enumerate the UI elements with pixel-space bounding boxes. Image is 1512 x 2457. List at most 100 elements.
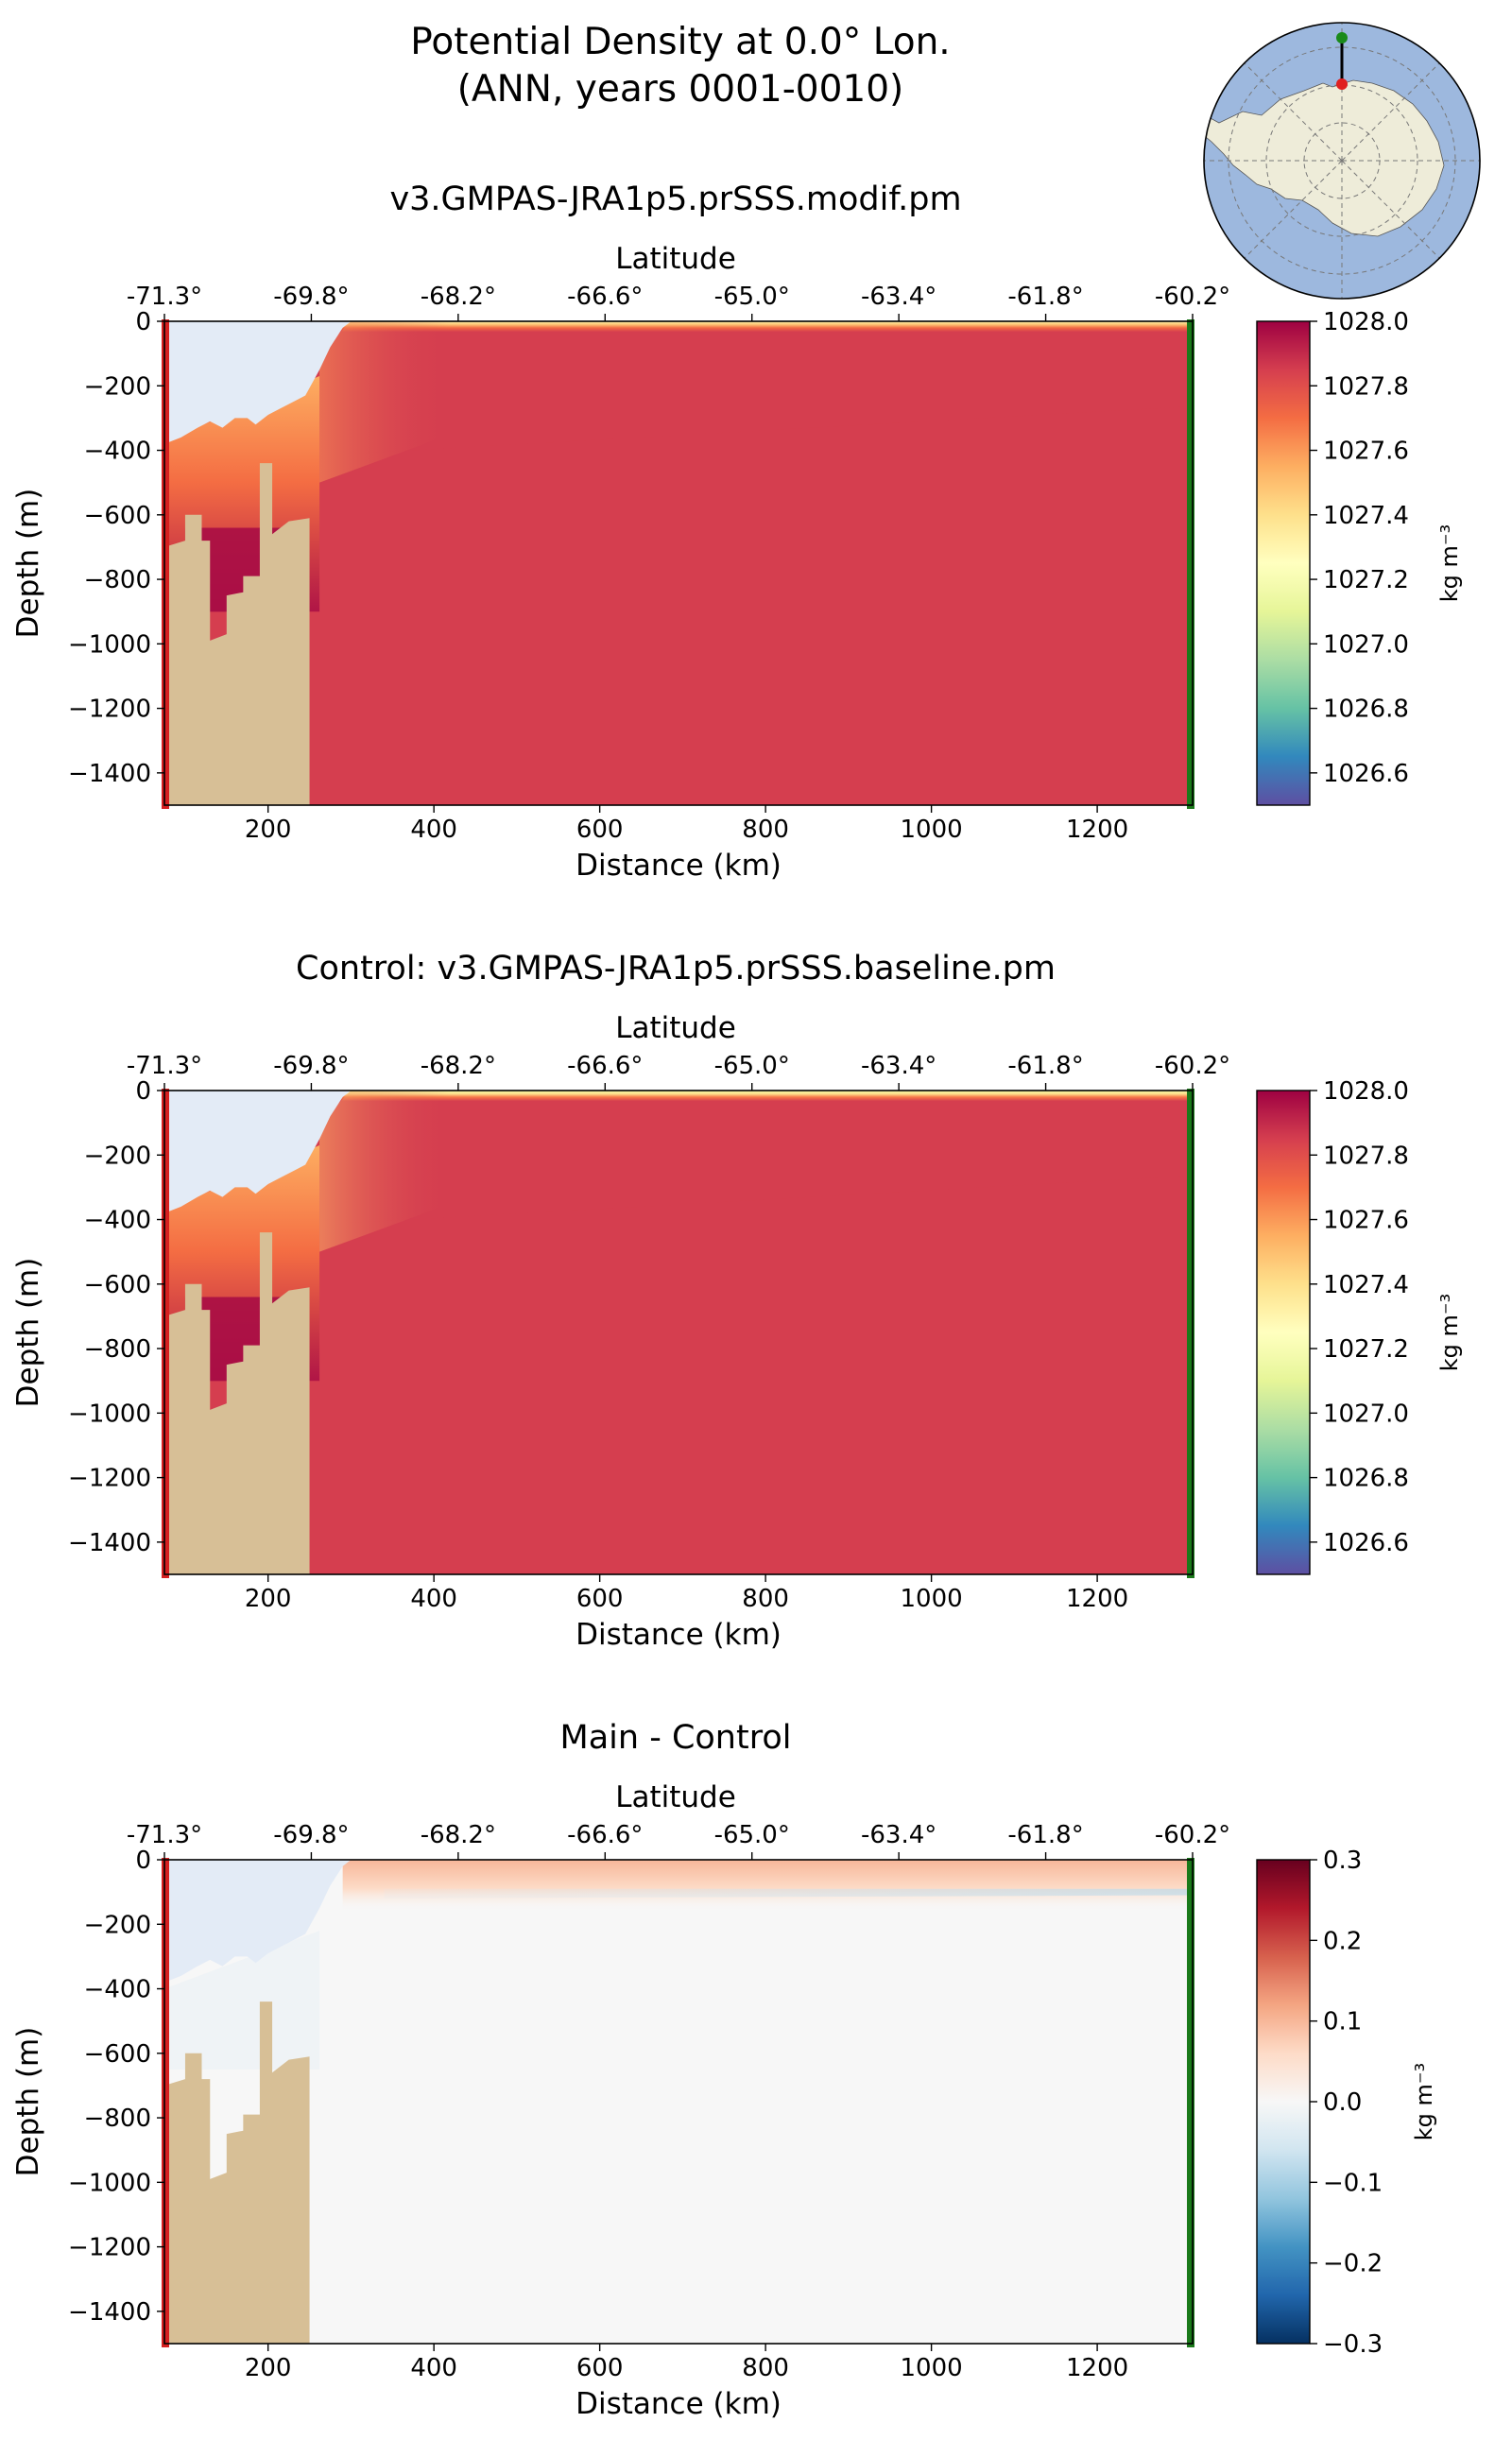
x-tick-label: 200 (245, 816, 292, 844)
colorbar-gradient (1256, 1090, 1311, 1575)
field-surface-difference (342, 1860, 1193, 1912)
latitude-tick-label: -61.8° (1007, 1052, 1083, 1080)
panels: v3.GMPAS-JRA1p5.prSSS.modif.pm 200 400 600 8… (11, 180, 1463, 2421)
colorbar-label: kg m⁻³ (1436, 524, 1463, 602)
y-tick-label: −1200 (68, 2234, 151, 2262)
colorbar-tick-label: 1026.6 (1323, 1529, 1409, 1557)
x-tick-label: 600 (576, 816, 624, 844)
x-tick-label: 1200 (1066, 2354, 1128, 2382)
y-tick-label: −400 (84, 1207, 151, 1235)
latitude-axis-label: Latitude (615, 242, 736, 276)
y-tick-label: 0 (135, 1847, 151, 1875)
colorbar-tick-label: 1026.8 (1323, 1465, 1409, 1493)
colorbar-tick-label: 1026.6 (1323, 760, 1409, 788)
seafloor-land (164, 2002, 310, 2344)
x-tick-label: 800 (742, 1585, 789, 1613)
x-tick-label: 1000 (901, 1585, 963, 1613)
seafloor-land (164, 1232, 310, 1574)
map-graticule-circle (1265, 84, 1418, 237)
colorbar-tick-label: 1027.8 (1323, 372, 1409, 401)
latitude-tick-label: -69.8° (273, 1821, 349, 1849)
axes-frame (163, 320, 1194, 806)
section-start-marker (162, 319, 169, 809)
colorbar-tick-label: 0.3 (1323, 1847, 1362, 1875)
y-tick-label: −600 (84, 2040, 151, 2069)
y-tick-label: −800 (84, 566, 151, 594)
map-section-start-point (1336, 78, 1348, 90)
ice-shelf (164, 1860, 352, 1983)
x-tick-label: 1000 (901, 816, 963, 844)
colorbar-tick-label: 1028.0 (1323, 308, 1409, 336)
section-end-marker (1187, 1089, 1194, 1578)
latitude-tick-label: -63.4° (861, 1821, 936, 1849)
x-axis-label: Distance (km) (576, 1618, 782, 1652)
panel-title: Control: v3.GMPAS-JRA1p5.prSSS.baseline.… (296, 950, 1056, 988)
latitude-tick-label: -69.8° (273, 283, 349, 311)
section-end-marker (1187, 319, 1194, 809)
plot-area (164, 1860, 1193, 2344)
panel-title: Main - Control (560, 1719, 792, 1757)
ice-shelf (164, 1091, 352, 1213)
latitude-tick-label: -66.6° (567, 283, 643, 311)
panel-control: Control: v3.GMPAS-JRA1p5.prSSS.baseline.… (11, 950, 1463, 1652)
colorbar-tick-label: 1027.4 (1323, 502, 1409, 530)
latitude-tick-label: -69.8° (273, 1052, 349, 1080)
latitude-tick-label: -71.3° (127, 1821, 202, 1849)
y-tick-label: −200 (84, 1142, 151, 1170)
latitude-tick-label: -61.8° (1007, 1821, 1083, 1849)
x-tick-label: 800 (742, 2354, 789, 2382)
y-tick-label: −1000 (68, 2169, 151, 2197)
latitude-tick-label: -63.4° (861, 1052, 936, 1080)
seafloor-land (164, 463, 310, 805)
x-tick-label: 400 (410, 1585, 457, 1613)
y-tick-label: −200 (84, 372, 151, 401)
colorbar-tick-label: −0.3 (1323, 2330, 1383, 2359)
y-tick-label: −1400 (68, 760, 151, 788)
y-tick-label: −400 (84, 1976, 151, 2004)
y-tick-label: −800 (84, 1335, 151, 1364)
colorbar-tick-label: 1027.8 (1323, 1142, 1409, 1170)
y-tick-label: −1000 (68, 630, 151, 659)
colorbar-label: kg m⁻³ (1436, 1294, 1463, 1371)
colorbar: 1028.0 1027.8 1027.6 1027.4 1027.2 1027.0 1026… (1256, 308, 1463, 806)
y-tick-label: −400 (84, 438, 151, 466)
y-tick-label: −1400 (68, 1529, 151, 1557)
x-tick-label: 800 (742, 816, 789, 844)
section-start-marker (162, 1089, 169, 1578)
x-tick-label: 400 (410, 2354, 457, 2382)
panel-diff: Main - Control 200 400 600 800 1000 1200 Distan… (11, 1719, 1437, 2421)
colorbar-tick-label: 0.0 (1323, 2088, 1362, 2117)
y-tick-label: −600 (84, 1271, 151, 1299)
plot-area (164, 321, 1193, 805)
x-tick-label: 1000 (901, 2354, 963, 2382)
panel-title: v3.GMPAS-JRA1p5.prSSS.modif.pm (389, 180, 961, 218)
colorbar-tick-label: 1028.0 (1323, 1077, 1409, 1106)
map-graticule-meridian (1244, 160, 1343, 259)
colorbar-tick-label: 1027.2 (1323, 566, 1409, 594)
y-tick-label: −1000 (68, 1400, 151, 1428)
colorbar-tick-label: 0.1 (1323, 2008, 1362, 2036)
latitude-tick-label: -71.3° (127, 283, 202, 311)
y-tick-label: −200 (84, 1911, 151, 1939)
colorbar-gradient (1256, 320, 1311, 806)
colorbar-tick-label: 1027.0 (1323, 1400, 1409, 1428)
latitude-tick-label: -71.3° (127, 1052, 202, 1080)
y-tick-label: −1200 (68, 1465, 151, 1493)
latitude-tick-label: -68.2° (421, 283, 496, 311)
map-frame (1203, 22, 1481, 300)
latitude-tick-label: -66.6° (567, 1052, 643, 1080)
y-tick-label: −800 (84, 2105, 151, 2133)
map-graticule-meridian (1341, 62, 1440, 162)
antarctica (1204, 79, 1445, 237)
colorbar-tick-label: −0.1 (1323, 2169, 1383, 2197)
colorbar-tick-label: −0.2 (1323, 2250, 1383, 2278)
map-section-end-point (1336, 32, 1348, 43)
y-axis-label: Depth (m) (11, 2027, 45, 2177)
figure-title-line2: (ANN, years 0001-0010) (457, 68, 904, 111)
figure-title-line1: Potential Density at 0.0° Lon. (410, 21, 950, 63)
x-tick-label: 600 (576, 2354, 624, 2382)
x-tick-label: 200 (245, 2354, 292, 2382)
colorbar-tick-label: 1027.6 (1323, 1207, 1409, 1235)
field-interior (164, 1860, 1193, 2344)
latitude-tick-label: -66.6° (567, 1821, 643, 1849)
